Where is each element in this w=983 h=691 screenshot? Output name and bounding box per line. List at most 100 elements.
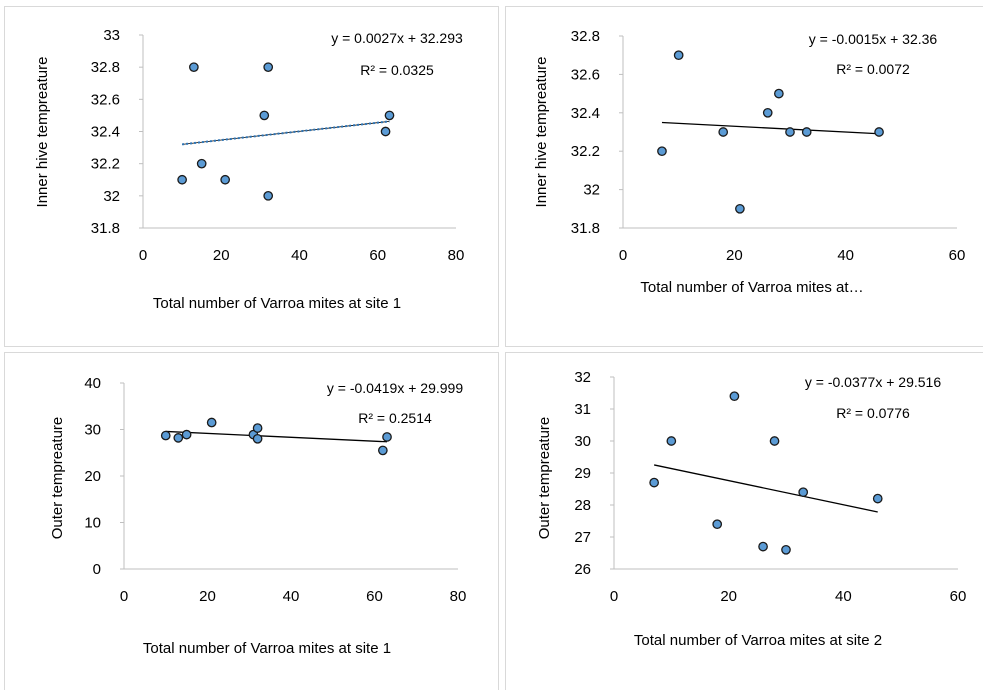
x-tick-label: 20 bbox=[213, 247, 230, 264]
x-tick-label: 0 bbox=[120, 588, 128, 605]
data-point bbox=[382, 432, 392, 442]
data-point bbox=[377, 445, 388, 456]
data-point bbox=[649, 477, 659, 488]
data-point bbox=[177, 174, 187, 185]
trendline-equation: y = -0.0377x + 29.516 bbox=[805, 374, 941, 390]
r-squared-label: R² = 0.0072 bbox=[836, 61, 910, 77]
data-point bbox=[769, 436, 780, 446]
chart-panel-site2-inner: 31.8 32 32.2 32.4 32.6 32.8 0 20 40 60 Total numbe… bbox=[505, 6, 983, 347]
data-point bbox=[263, 62, 274, 73]
x-tick-label: 80 bbox=[450, 588, 467, 605]
data-point bbox=[729, 391, 740, 402]
data-point bbox=[384, 110, 395, 121]
x-tick-label: 40 bbox=[837, 247, 854, 264]
x-axis-title: Total number of Varroa mites at site 2 bbox=[634, 632, 882, 649]
data-point bbox=[657, 146, 667, 157]
x-tick-label: 60 bbox=[369, 247, 386, 264]
y-tick-label: 0 bbox=[93, 561, 101, 578]
x-tick-label: 20 bbox=[720, 588, 737, 605]
y-tick-label: 26 bbox=[574, 561, 591, 578]
y-tick-label: 20 bbox=[84, 468, 101, 485]
data-point bbox=[758, 541, 768, 552]
chart-panel-site1-inner: 31.8 32 32.2 32.4 32.6 32.8 33 0 20 40 60 80 Total n… bbox=[4, 6, 499, 347]
data-point bbox=[252, 433, 263, 444]
y-tick-label: 32.2 bbox=[91, 156, 120, 173]
y-axis-title: Outer tempreature bbox=[536, 417, 553, 540]
x-tick-label: 60 bbox=[366, 588, 383, 605]
data-point bbox=[173, 433, 184, 443]
x-tick-label: 40 bbox=[835, 588, 852, 605]
data-point bbox=[380, 126, 391, 137]
data-point bbox=[781, 544, 791, 555]
y-tick-label: 32 bbox=[583, 182, 600, 199]
scatter-chart-site1-outer: 0 10 20 30 40 0 20 40 60 80 Total number of Varroa… bbox=[49, 375, 467, 657]
data-point bbox=[774, 88, 784, 99]
y-tick-label: 28 bbox=[574, 497, 591, 514]
y-tick-label: 32.6 bbox=[91, 91, 120, 108]
x-tick-label: 20 bbox=[726, 247, 743, 264]
x-tick-label: 60 bbox=[949, 247, 966, 264]
y-tick-label: 10 bbox=[84, 515, 101, 532]
data-point bbox=[872, 493, 883, 504]
trendline bbox=[182, 120, 390, 146]
trendline-equation: y = -0.0015x + 32.36 bbox=[809, 31, 938, 47]
data-point bbox=[735, 203, 745, 214]
y-tick-label: 27 bbox=[574, 529, 591, 546]
data-point bbox=[712, 519, 723, 530]
data-point bbox=[196, 158, 207, 169]
y-tick-label: 40 bbox=[84, 375, 101, 392]
data-point bbox=[798, 487, 809, 498]
data-point bbox=[181, 429, 192, 440]
r-squared-label: R² = 0.0325 bbox=[360, 62, 434, 78]
y-tick-label: 31.8 bbox=[91, 220, 120, 237]
y-tick-label: 32 bbox=[103, 188, 120, 205]
y-tick-label: 32.8 bbox=[571, 28, 600, 45]
y-tick-label: 31 bbox=[574, 401, 591, 418]
chart-panel-site1-outer: 0 10 20 30 40 0 20 40 60 80 Total number of Varroa… bbox=[4, 352, 499, 690]
data-point bbox=[785, 127, 795, 137]
x-tick-label: 0 bbox=[610, 588, 618, 605]
scatter-chart-site2-outer: 26 27 28 29 30 31 32 0 20 40 60 Total number of Var… bbox=[536, 369, 967, 649]
scatter-chart-site1-inner: 31.8 32 32.2 32.4 32.6 32.8 33 0 20 40 60 80 Total n… bbox=[34, 27, 465, 312]
x-tick-label: 60 bbox=[950, 588, 967, 605]
trendline-equation: y = -0.0419x + 29.999 bbox=[327, 380, 463, 396]
y-tick-label: 29 bbox=[574, 465, 591, 482]
data-point bbox=[801, 127, 812, 137]
y-tick-label: 32.2 bbox=[571, 143, 600, 160]
data-point bbox=[220, 174, 231, 185]
data-point bbox=[206, 417, 217, 428]
trendline bbox=[165, 430, 388, 443]
x-axis-title: Total number of Varroa mites at site 1 bbox=[153, 295, 401, 312]
y-tick-label: 32.8 bbox=[91, 59, 120, 76]
chart-panel-site2-outer: 26 27 28 29 30 31 32 0 20 40 60 Total number of Var… bbox=[505, 352, 983, 690]
r-squared-label: R² = 0.2514 bbox=[358, 410, 432, 426]
x-tick-label: 0 bbox=[139, 247, 147, 264]
y-axis-title: Inner hive tempreature bbox=[533, 57, 550, 208]
data-point bbox=[718, 127, 729, 137]
r-squared-label: R² = 0.0776 bbox=[836, 405, 910, 421]
y-axis-title: Outer tempreature bbox=[49, 417, 66, 540]
x-axis-title: Total number of Varroa mites at site 1 bbox=[143, 640, 391, 657]
y-tick-label: 31.8 bbox=[571, 220, 600, 237]
data-point bbox=[189, 62, 199, 73]
data-point bbox=[252, 423, 263, 433]
y-tick-label: 32 bbox=[574, 369, 591, 386]
x-tick-label: 80 bbox=[448, 247, 465, 264]
data-point bbox=[160, 430, 171, 441]
y-tick-label: 32.4 bbox=[91, 124, 120, 141]
x-axis-title: Total number of Varroa mites at… bbox=[640, 279, 863, 296]
x-tick-label: 20 bbox=[199, 588, 216, 605]
y-axis-title: Inner hive tempreature bbox=[34, 57, 51, 208]
data-point bbox=[874, 127, 884, 137]
y-tick-label: 30 bbox=[84, 422, 101, 439]
data-point bbox=[666, 436, 677, 446]
y-tick-label: 33 bbox=[103, 27, 120, 44]
y-tick-label: 32.6 bbox=[571, 66, 600, 83]
y-tick-label: 30 bbox=[574, 433, 591, 450]
y-tick-label: 32.4 bbox=[571, 105, 600, 122]
trendline-equation: y = 0.0027x + 32.293 bbox=[331, 30, 463, 46]
data-point bbox=[673, 50, 684, 61]
x-tick-label: 40 bbox=[283, 588, 300, 605]
trendline bbox=[653, 464, 878, 513]
